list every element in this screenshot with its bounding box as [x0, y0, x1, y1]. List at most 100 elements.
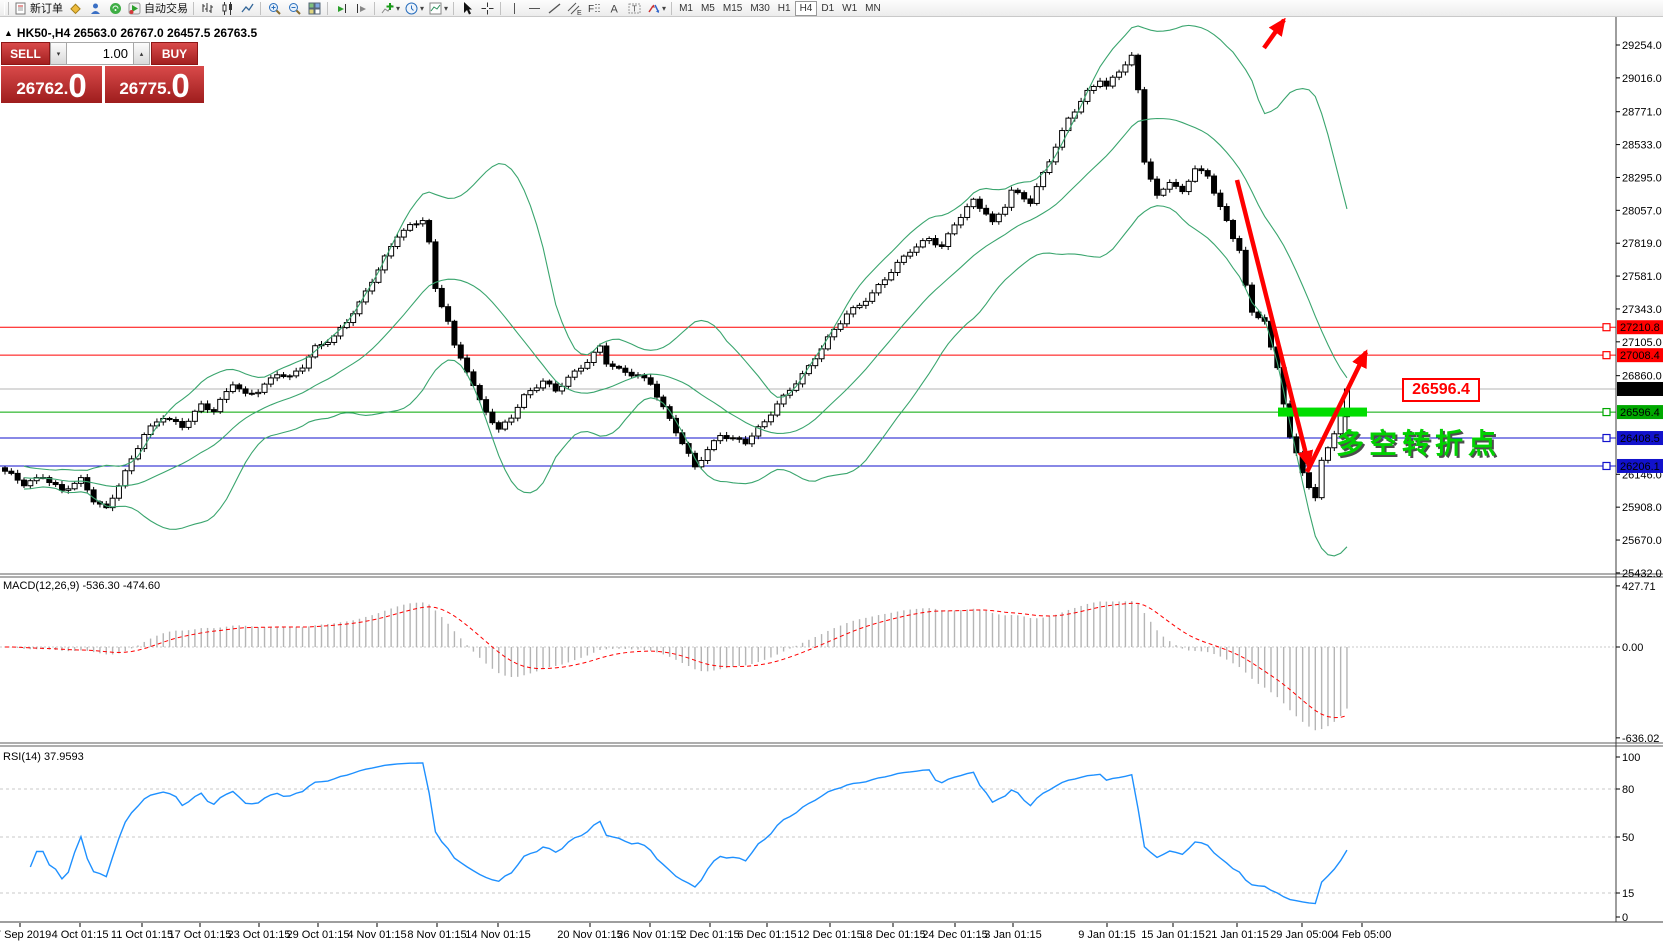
trendline-icon	[548, 2, 560, 14]
fibonacci-tool[interactable]: F	[584, 1, 604, 16]
sell-price-dot: .	[63, 79, 69, 98]
indicators-button[interactable]: ▾	[378, 1, 402, 16]
timeframe-d1[interactable]: D1	[821, 2, 835, 14]
toolbar-separator	[260, 1, 261, 15]
horizontal-line-tool[interactable]	[524, 1, 544, 16]
sell-button[interactable]: SELL	[1, 42, 50, 65]
price-badges: 27210.8 27008.4 26596.4 26408.5 26206.1 26763…	[1602, 320, 1663, 473]
macd-signal-line	[4, 602, 1348, 719]
zoom-out-button[interactable]	[284, 1, 304, 16]
svg-text:80: 80	[1622, 784, 1634, 796]
svg-text:26408.5: 26408.5	[1620, 433, 1660, 445]
tile-windows-icon	[308, 2, 320, 14]
crosshair-icon	[481, 2, 494, 14]
svg-text:27581.0: 27581.0	[1622, 271, 1662, 283]
timeframe-m1[interactable]: M1	[679, 2, 693, 14]
candlestick-chart-button[interactable]	[217, 1, 237, 16]
volume-increase-button[interactable]: ▴	[133, 42, 150, 65]
market-watch-button[interactable]	[65, 1, 85, 16]
svg-text:20 Nov 01:15: 20 Nov 01:15	[557, 929, 622, 941]
templates-button[interactable]: ▾	[426, 1, 450, 16]
svg-text:15 Jan 01:15: 15 Jan 01:15	[1141, 929, 1205, 941]
text-tool[interactable]: A	[604, 1, 624, 16]
collapse-panel-icon[interactable]: ▲	[4, 28, 13, 38]
periods-button[interactable]: ▾	[402, 1, 426, 16]
svg-text:29 Oct 01:15: 29 Oct 01:15	[287, 929, 350, 941]
symbol-ohlc-text: HK50-,H4 26563.0 26767.0 26457.5 26763.5	[16, 26, 258, 40]
svg-text:29016.0: 29016.0	[1622, 73, 1662, 85]
price-level-callout[interactable]: 26596.4	[1402, 378, 1480, 402]
chevron-down-icon: ▾	[662, 3, 667, 13]
autotrading-button[interactable]: 自动交易	[125, 1, 190, 16]
signals-button[interactable]	[105, 1, 125, 16]
channel-tool[interactable]: E	[564, 1, 584, 16]
volume-input[interactable]	[67, 42, 133, 65]
autotrading-label: 自动交易	[144, 3, 188, 15]
trendline-tool[interactable]	[544, 1, 564, 16]
buy-price-pip: 0	[171, 67, 190, 104]
signal-icon	[109, 2, 121, 14]
timeframe-m15[interactable]: M15	[722, 2, 743, 14]
svg-text:26 Nov 01:15: 26 Nov 01:15	[617, 929, 682, 941]
zoom-in-icon	[268, 2, 281, 15]
profile-button[interactable]	[85, 1, 105, 16]
line-chart-button[interactable]	[237, 1, 257, 16]
volume-decrease-button[interactable]: ▾	[50, 42, 67, 65]
auto-scroll-button[interactable]	[331, 1, 351, 16]
buy-button[interactable]: BUY	[151, 42, 198, 65]
tile-windows-button[interactable]	[304, 1, 324, 16]
vertical-line-tool[interactable]	[504, 1, 524, 16]
price-axis: 29254.0 29016.0 28771.0 28533.0 28295.0 28057…	[1616, 40, 1662, 580]
crosshair-tool-button[interactable]	[477, 1, 497, 16]
arrows-icon	[648, 4, 660, 13]
candlesticks[interactable]	[2, 52, 1350, 512]
chart-shift-button[interactable]	[351, 1, 371, 16]
gold-diamond-icon	[69, 3, 81, 14]
svg-text:27819.0: 27819.0	[1622, 238, 1662, 250]
svg-text:A: A	[610, 3, 618, 15]
rsi-pane	[0, 788, 1616, 894]
timeframe-h4[interactable]: H4	[794, 0, 818, 16]
sell-price-display[interactable]: 26762. 0	[1, 66, 102, 103]
up-forecast-arrow	[1304, 349, 1369, 473]
symbol-header: ▲ HK50-,H4 26563.0 26767.0 26457.5 26763…	[4, 26, 257, 40]
turning-point-annotation[interactable]: 多空转折点	[1336, 428, 1502, 459]
svg-text:24 Dec 01:15: 24 Dec 01:15	[922, 929, 987, 941]
chevron-down-icon: ▾	[396, 3, 401, 13]
svg-text:427.71: 427.71	[1622, 581, 1656, 593]
timeframe-h1[interactable]: H1	[777, 2, 791, 14]
svg-text:4 Feb 05:00: 4 Feb 05:00	[1333, 929, 1392, 941]
text-label-tool[interactable]: T	[624, 1, 644, 16]
cursor-tool-button[interactable]	[457, 1, 477, 16]
autotrading-icon	[128, 2, 141, 14]
svg-text:18 Dec 01:15: 18 Dec 01:15	[860, 929, 925, 941]
bar-chart-button[interactable]	[197, 1, 217, 16]
toolbar-separator	[374, 1, 375, 15]
svg-text:28295.0: 28295.0	[1622, 172, 1662, 184]
trend-arrows[interactable]	[1234, 18, 1369, 473]
zoom-in-button[interactable]	[264, 1, 284, 16]
svg-text:6 Dec 01:15: 6 Dec 01:15	[737, 929, 796, 941]
candlestick-chart-icon	[222, 1, 232, 15]
timeframe-mn[interactable]: MN	[865, 2, 881, 14]
new-order-button[interactable]: 新订单	[11, 1, 65, 16]
svg-text:0.00: 0.00	[1622, 642, 1643, 654]
svg-text:50: 50	[1622, 832, 1634, 844]
arrows-tool[interactable]: ▾	[644, 1, 668, 16]
text-icon: A	[610, 3, 618, 15]
svg-text:12 Dec 01:15: 12 Dec 01:15	[797, 929, 862, 941]
timeframe-m30[interactable]: M30	[750, 2, 770, 14]
svg-text:11 Oct 01:15: 11 Oct 01:15	[111, 929, 173, 941]
timeframe-m5[interactable]: M5	[700, 2, 715, 14]
chevron-down-icon: ▾	[444, 3, 449, 13]
timeframe-w1[interactable]: W1	[842, 2, 858, 14]
buy-price-display[interactable]: 26775. 0	[105, 66, 204, 103]
support-highlight-bar[interactable]	[1278, 407, 1367, 417]
svg-text:26206.1: 26206.1	[1620, 461, 1660, 473]
auto-scroll-icon	[337, 3, 346, 13]
svg-text:2 Dec 01:15: 2 Dec 01:15	[680, 929, 739, 941]
zoom-out-icon	[288, 2, 301, 15]
svg-text:8 Nov 01:15: 8 Nov 01:15	[407, 929, 466, 941]
